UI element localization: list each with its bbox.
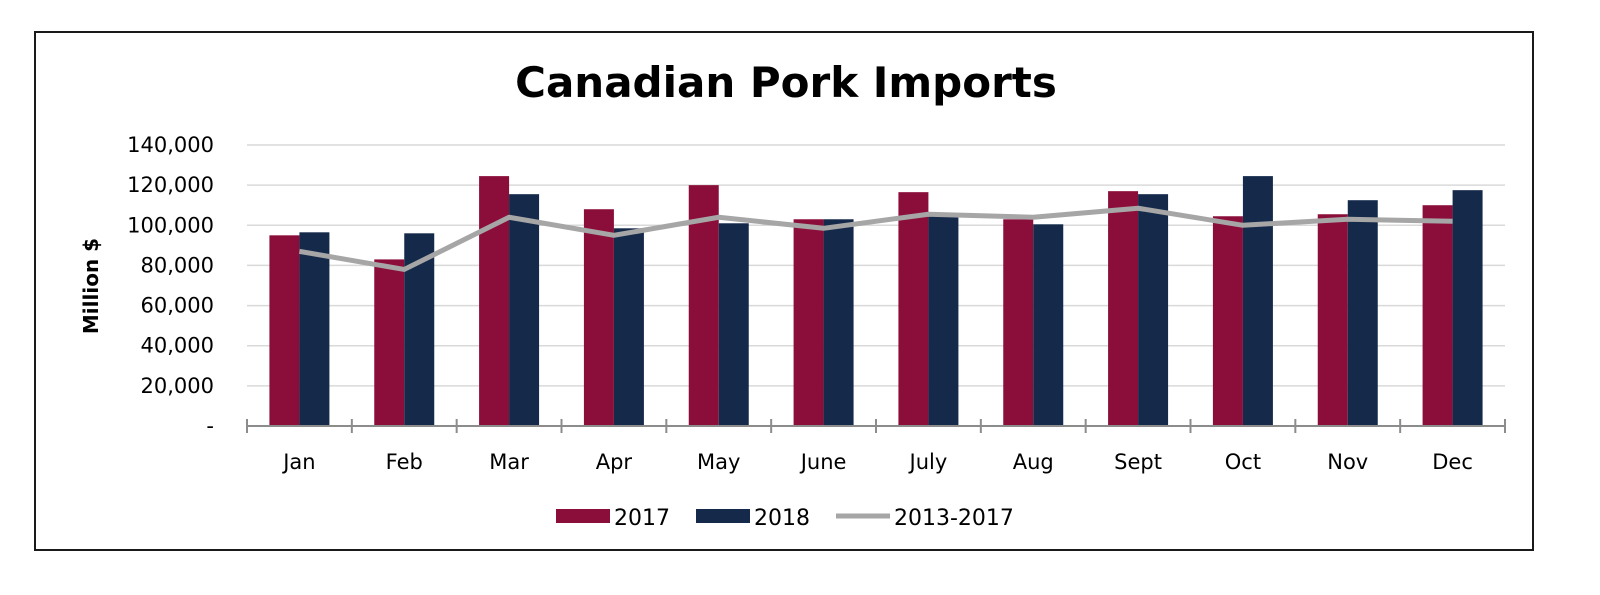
x-axis <box>246 419 1506 433</box>
x-tick-label: June <box>799 450 847 474</box>
legend-label-2017: 2017 <box>614 506 670 531</box>
y-tick-label: 20,000 <box>141 374 214 398</box>
x-tick-label: Apr <box>596 450 633 474</box>
bar-2018-Nov <box>1347 200 1378 426</box>
bar-2017-Dec <box>1422 205 1453 426</box>
series-line-2013-2017 <box>298 205 1453 272</box>
bar-2018-Aug <box>1033 224 1064 426</box>
x-tick-label: Sept <box>1114 450 1162 474</box>
bar-2018-June <box>823 219 854 426</box>
bar-2017-Aug <box>1003 219 1034 426</box>
legend-label-2013-2017: 2013-2017 <box>894 506 1014 531</box>
bar-2017-Apr <box>583 209 614 426</box>
bar-2018-Sept <box>1138 194 1169 426</box>
x-tick-label: May <box>697 450 740 474</box>
x-axis-ticks: Jan Feb Mar Apr May June July Aug Sept Oct Nov Dec <box>281 450 1473 474</box>
bar-2017-May <box>688 185 719 426</box>
chart-title: Canadian Pork Imports <box>515 58 1057 107</box>
bar-2018-Mar <box>509 194 540 426</box>
y-tick-label: 120,000 <box>127 173 214 197</box>
average-line <box>298 205 1453 272</box>
gridlines <box>247 144 1505 387</box>
legend: 2017 2018 2013-2017 <box>556 506 1014 531</box>
x-tick-label: Mar <box>489 450 529 474</box>
legend-label-2018: 2018 <box>754 506 810 531</box>
bar-2017-Nov <box>1317 214 1348 426</box>
bar-2018-Dec <box>1452 190 1483 426</box>
x-tick-label: Oct <box>1225 450 1261 474</box>
bar-2017-Oct <box>1212 216 1243 426</box>
x-tick-label: July <box>908 450 948 474</box>
bars <box>269 176 1483 426</box>
bar-2017-June <box>793 219 824 426</box>
bar-2018-July <box>928 213 959 426</box>
x-tick-label: Jan <box>281 450 315 474</box>
y-tick-label: 140,000 <box>127 133 214 157</box>
bar-2017-Jan <box>269 235 300 426</box>
x-tick-label: Nov <box>1327 450 1368 474</box>
bar-2018-May <box>718 223 749 426</box>
bar-2017-July <box>898 192 929 426</box>
bar-2017-Sept <box>1108 191 1139 426</box>
y-tick-label: 100,000 <box>127 213 214 237</box>
y-axis-title: Million $ <box>79 238 103 334</box>
y-tick-label: 40,000 <box>141 334 214 358</box>
x-tick-label: Feb <box>386 450 423 474</box>
bar-2018-Jan <box>299 232 330 426</box>
bar-2018-Apr <box>613 228 644 426</box>
y-tick-label: 60,000 <box>141 294 214 318</box>
x-tick-label: Aug <box>1013 450 1054 474</box>
y-tick-label: - <box>206 414 214 438</box>
legend-swatch-2018 <box>696 509 750 523</box>
x-tick-label: Dec <box>1432 450 1473 474</box>
chart-canvas: Canadian Pork Imports Million $ - 20,000 4… <box>79 58 1506 531</box>
bar-2017-Feb <box>374 259 405 426</box>
y-axis-ticks: - 20,000 40,000 60,000 80,000 100,000 120,000 1… <box>127 133 214 438</box>
bar-2018-Oct <box>1242 176 1273 426</box>
y-tick-label: 80,000 <box>141 253 214 277</box>
bar-2017-Mar <box>479 176 510 426</box>
legend-swatch-2017 <box>556 509 610 523</box>
chart-frame: Canadian Pork Imports Million $ - 20,000 4… <box>34 31 1534 551</box>
